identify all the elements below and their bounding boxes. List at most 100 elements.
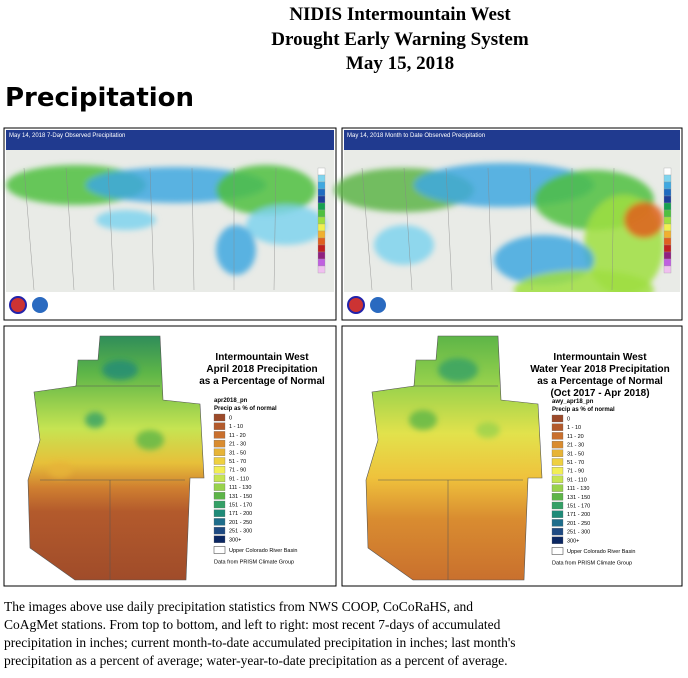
- map-blob: [476, 422, 500, 438]
- legend-swatch: [551, 519, 564, 527]
- legend-label: 91 - 110: [229, 476, 249, 482]
- legend-title: Precip as % of normal: [552, 407, 615, 413]
- legend-label: 251 - 300: [567, 530, 590, 536]
- precip-field: [6, 165, 326, 275]
- legend-swatch: [317, 174, 326, 183]
- legend-label: 11 - 20: [229, 433, 246, 439]
- legend-label: 91 - 110: [567, 477, 587, 483]
- legend-label: 1 - 10: [229, 424, 243, 430]
- map-blob: [48, 462, 72, 478]
- legend-swatch: [213, 492, 226, 500]
- state-border: [191, 167, 195, 291]
- legend-swatch: [213, 483, 226, 491]
- header-line: NIDIS Intermountain West: [289, 4, 511, 25]
- state-border: [361, 167, 373, 291]
- legend-swatch: [663, 237, 672, 246]
- map-blob: [438, 358, 478, 382]
- map-caption: May 14, 2018 Month to Date Observed Prec…: [347, 133, 485, 139]
- logo: [9, 296, 27, 314]
- logo-strip: [344, 292, 680, 318]
- legend-swatch: [663, 244, 672, 253]
- precip-area: [216, 165, 316, 215]
- legend-swatch: [551, 414, 564, 423]
- body-text: precipitation in inches; current month-t…: [4, 635, 516, 650]
- body-text: precipitation as a percent of average; w…: [4, 653, 508, 668]
- legend-swatch: [317, 251, 326, 260]
- state-border: [23, 167, 35, 291]
- source-note: Data from PRISM Climate Group: [552, 561, 632, 567]
- legend-swatch: [663, 174, 672, 183]
- legend-label: 171 - 200: [229, 511, 252, 517]
- logo: [347, 296, 365, 314]
- layer-name: apr2018_pn: [214, 398, 248, 404]
- legend-swatch: [317, 230, 326, 239]
- map-blob: [409, 410, 437, 430]
- legend-swatch: [317, 181, 326, 190]
- legend-label: 51 - 70: [567, 460, 584, 466]
- legend-label: 131 - 150: [229, 494, 252, 500]
- legend-swatch: [551, 458, 564, 466]
- legend-swatch: [317, 167, 326, 176]
- legend-swatch: [213, 526, 226, 535]
- legend-swatch: [213, 474, 226, 483]
- state-border: [65, 167, 75, 291]
- region-map: [27, 335, 205, 581]
- legend-swatch: [551, 527, 564, 536]
- map-title: Intermountain West: [215, 352, 309, 363]
- legend-swatch: [551, 536, 564, 544]
- legend-swatch: [317, 244, 326, 253]
- legend-swatch: [317, 258, 326, 267]
- state-border: [107, 167, 115, 291]
- precip-field: [334, 163, 664, 310]
- map-title: Water Year 2018 Precipitation: [530, 364, 670, 375]
- legend-swatch: [663, 216, 672, 225]
- legend-swatch: [663, 181, 672, 190]
- basin-label: Upper Colorado River Basin: [567, 549, 635, 555]
- legend-swatch: [551, 423, 564, 431]
- legend-swatch: [213, 439, 226, 448]
- legend-label: 131 - 150: [567, 495, 590, 501]
- map-title: as a Percentage of Normal: [537, 376, 663, 387]
- body-text: CoAgMet stations. From top to bottom, an…: [4, 617, 501, 632]
- legend-label: 251 - 300: [229, 529, 252, 535]
- legend-swatch: [213, 457, 226, 465]
- state-border: [149, 167, 155, 291]
- legend-label: 201 - 250: [229, 520, 252, 526]
- legend-label: 111 - 130: [229, 485, 251, 491]
- body-text: The images above use daily precipitation…: [4, 599, 473, 614]
- legend-swatch: [663, 258, 672, 267]
- legend-swatch: [213, 466, 226, 474]
- legend-label: 71 - 90: [229, 468, 246, 474]
- logo: [32, 297, 48, 313]
- legend-swatch: [317, 237, 326, 246]
- layer-name: awy_apr18_pn: [552, 399, 594, 405]
- legend-swatch: [663, 167, 672, 176]
- legend-swatch: [551, 449, 564, 457]
- legend-label: 300+: [229, 537, 241, 543]
- legend-swatch: [317, 195, 326, 204]
- legend-swatch: [213, 509, 226, 517]
- map-blob: [85, 412, 105, 428]
- legend-swatch: [551, 432, 564, 440]
- legend-swatch: [551, 493, 564, 501]
- legend-swatch: [213, 431, 226, 439]
- legend-swatch: [551, 467, 564, 475]
- legend-swatch: [663, 265, 672, 274]
- legend-swatch: [551, 510, 564, 518]
- map-blob: [102, 360, 138, 380]
- precip-area: [374, 225, 434, 265]
- legend-swatch: [213, 535, 226, 543]
- legend-label: 300+: [567, 538, 579, 544]
- map-blob: [136, 430, 164, 450]
- map-detail: [409, 358, 500, 438]
- state-border: [611, 167, 615, 291]
- legend-label: 51 - 70: [229, 459, 246, 465]
- legend-swatch: [663, 251, 672, 260]
- legend-label: 171 - 200: [567, 512, 590, 518]
- legend-label: 71 - 90: [567, 469, 584, 475]
- legend-swatch: [213, 422, 226, 430]
- legend-swatch: [551, 501, 564, 510]
- legend-swatch: [317, 188, 326, 197]
- legend-swatch: [213, 546, 226, 554]
